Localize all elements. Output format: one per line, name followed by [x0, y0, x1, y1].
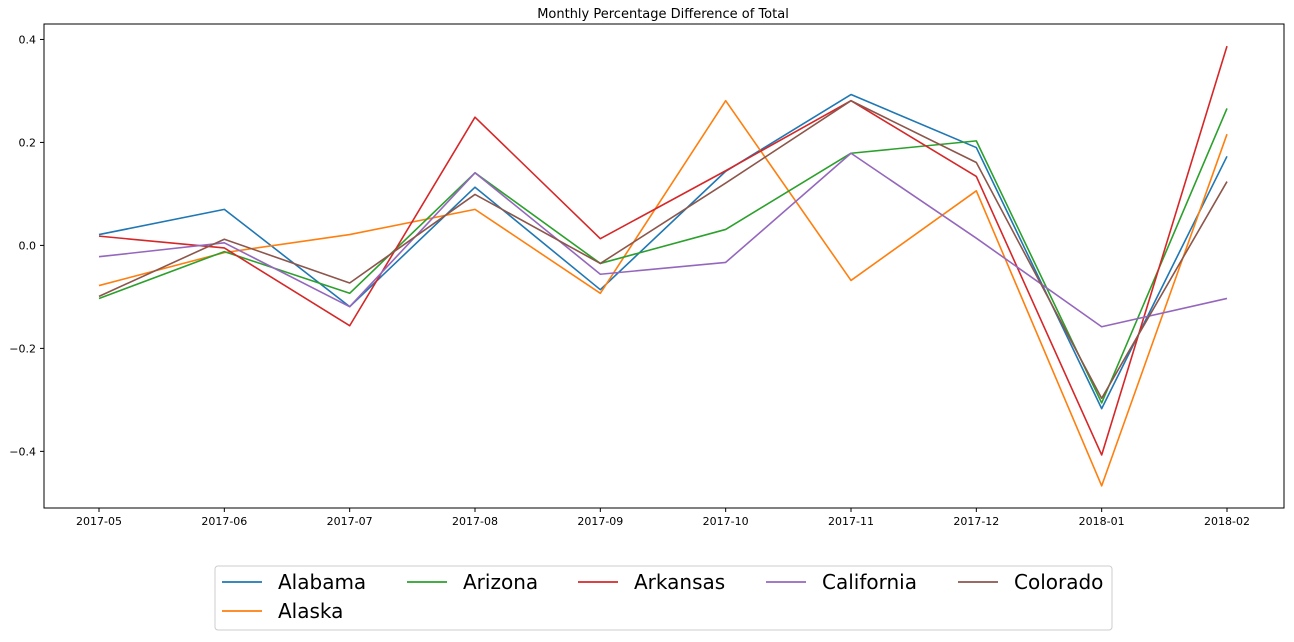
data-point-arkansas	[599, 238, 601, 240]
data-point-arizona	[975, 140, 977, 142]
x-tick-label: 2018-01	[1079, 515, 1125, 528]
data-point-colorado	[599, 262, 601, 264]
data-point-alabama	[850, 93, 852, 95]
data-point-california	[348, 305, 350, 307]
y-tick-label: 0.2	[19, 136, 37, 149]
x-tick-label: 2018-02	[1204, 515, 1250, 528]
plot-frame	[43, 23, 1285, 509]
y-tick-label: −0.2	[9, 342, 36, 355]
data-point-colorado	[724, 182, 726, 184]
series-line-colorado	[98, 99, 1228, 400]
data-point-arizona	[1226, 107, 1228, 109]
x-tick-label: 2017-06	[201, 515, 247, 528]
series-line-california	[98, 152, 1228, 328]
data-point-arkansas	[98, 235, 100, 237]
data-point-alabama	[1226, 155, 1228, 157]
data-point-california	[474, 172, 476, 174]
data-point-california	[599, 273, 601, 275]
data-point-california	[724, 261, 726, 263]
y-tick-label: −0.4	[9, 445, 36, 458]
x-tick-label: 2017-09	[577, 515, 623, 528]
data-point-alabama	[474, 186, 476, 188]
plot-area: −0.4 −0.2 0.0 0.2 0.4 2017-05 2017-06 2017-07 20…	[9, 23, 1285, 528]
data-point-arkansas	[223, 247, 225, 249]
data-point-colorado	[98, 295, 100, 297]
series-line-arizona	[98, 108, 1228, 404]
y-tick-label: 0.4	[19, 33, 37, 46]
legend-label-alabama: Alabama	[278, 570, 366, 594]
data-point-arizona	[1100, 402, 1102, 404]
data-point-arizona	[348, 292, 350, 294]
data-point-california	[1100, 326, 1102, 328]
legend-label-arizona: Arizona	[463, 570, 538, 594]
data-point-colorado	[223, 238, 225, 240]
data-point-alabama	[599, 288, 601, 290]
legend: Alabama Alaska Arizona Arkansas California Co…	[214, 565, 1113, 631]
data-point-alaska	[1100, 485, 1102, 487]
data-point-arkansas	[1226, 45, 1228, 47]
legend-label-colorado: Colorado	[1014, 570, 1103, 594]
data-point-colorado	[1226, 180, 1228, 182]
data-point-arkansas	[1100, 454, 1102, 456]
series-line-alaska	[98, 99, 1228, 487]
data-point-colorado	[348, 282, 350, 284]
data-point-alabama	[223, 208, 225, 210]
y-tick-label: 0.0	[19, 239, 37, 252]
data-point-colorado	[474, 193, 476, 195]
data-point-alabama	[975, 146, 977, 148]
data-point-california	[1226, 297, 1228, 299]
data-point-arkansas	[474, 116, 476, 118]
legend-label-arkansas: Arkansas	[634, 570, 725, 594]
data-point-alaska	[724, 100, 726, 102]
data-point-california	[850, 152, 852, 154]
data-point-colorado	[975, 161, 977, 163]
data-point-california	[98, 256, 100, 258]
data-point-alabama	[1100, 407, 1102, 409]
legend-label-alaska: Alaska	[278, 599, 343, 623]
data-point-arizona	[223, 250, 225, 252]
data-point-colorado	[850, 100, 852, 102]
x-tick-label: 2017-10	[703, 515, 749, 528]
data-point-arkansas	[975, 175, 977, 177]
data-point-arizona	[98, 297, 100, 299]
legend-label-california: California	[822, 570, 917, 594]
data-point-california	[223, 242, 225, 244]
x-tick-label: 2017-11	[828, 515, 874, 528]
series-line-alabama	[98, 93, 1228, 410]
data-point-arkansas	[348, 325, 350, 327]
data-point-alaska	[98, 284, 100, 286]
data-point-arkansas	[724, 170, 726, 172]
data-point-alaska	[348, 233, 350, 235]
x-tick-label: 2017-07	[327, 515, 373, 528]
data-point-colorado	[1100, 397, 1102, 399]
chart-title: Monthly Percentage Difference of Total	[537, 7, 789, 22]
x-tick-label: 2017-05	[76, 515, 122, 528]
data-point-arizona	[724, 228, 726, 230]
data-point-alaska	[850, 279, 852, 281]
series-line-arkansas	[98, 45, 1228, 456]
data-point-alaska	[975, 190, 977, 192]
data-point-alaska	[474, 208, 476, 210]
x-tick-label: 2017-08	[452, 515, 498, 528]
data-point-alaska	[1226, 133, 1228, 135]
x-tick-label: 2017-12	[953, 515, 999, 528]
data-point-california	[975, 237, 977, 239]
data-point-alaska	[599, 292, 601, 294]
